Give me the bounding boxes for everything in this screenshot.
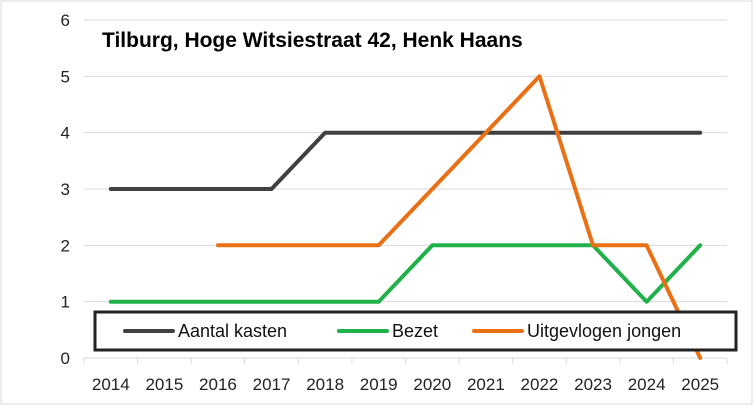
axes: 0 1 2 3 4 5 6 2014 2015 2016 2017 2018 2019 2020 2021 2… <box>61 11 728 394</box>
x-tick-label: 2024 <box>628 375 666 394</box>
x-tick-label: 2025 <box>681 375 719 394</box>
x-tick-label: 2014 <box>92 375 130 394</box>
legend-label-2: Uitgevlogen jongen <box>527 321 681 341</box>
y-tick-label: 5 <box>61 67 70 86</box>
series-line-0 <box>108 130 703 191</box>
series-line-1 <box>108 243 703 304</box>
x-tick-label: 2021 <box>467 375 505 394</box>
y-tick-label: 4 <box>61 124 70 143</box>
y-tick-label: 2 <box>61 236 70 255</box>
x-tick-label: 2019 <box>360 375 398 394</box>
legend: Aantal kasten Bezet Uitgevlogen jongen <box>93 310 738 352</box>
x-tick-label: 2018 <box>306 375 344 394</box>
x-tick-label: 2016 <box>199 375 237 394</box>
y-tick-label: 6 <box>61 11 70 30</box>
series-lines <box>108 74 703 360</box>
y-tick-label: 1 <box>61 293 70 312</box>
x-tick-label: 2022 <box>521 375 559 394</box>
x-tick-label: 2017 <box>253 375 291 394</box>
legend-label-0: Aantal kasten <box>178 321 287 341</box>
legend-label-1: Bezet <box>392 321 438 341</box>
legend-box <box>93 310 738 352</box>
y-tick-label: 3 <box>61 180 70 199</box>
series-line-2 <box>216 74 703 360</box>
chart-title: Tilburg, Hoge Witsiestraat 42, Henk Haan… <box>102 29 523 52</box>
x-tick-label: 2015 <box>145 375 183 394</box>
x-tick-label: 2023 <box>574 375 612 394</box>
x-tick-label: 2020 <box>413 375 451 394</box>
y-tick-label: 0 <box>61 349 70 368</box>
